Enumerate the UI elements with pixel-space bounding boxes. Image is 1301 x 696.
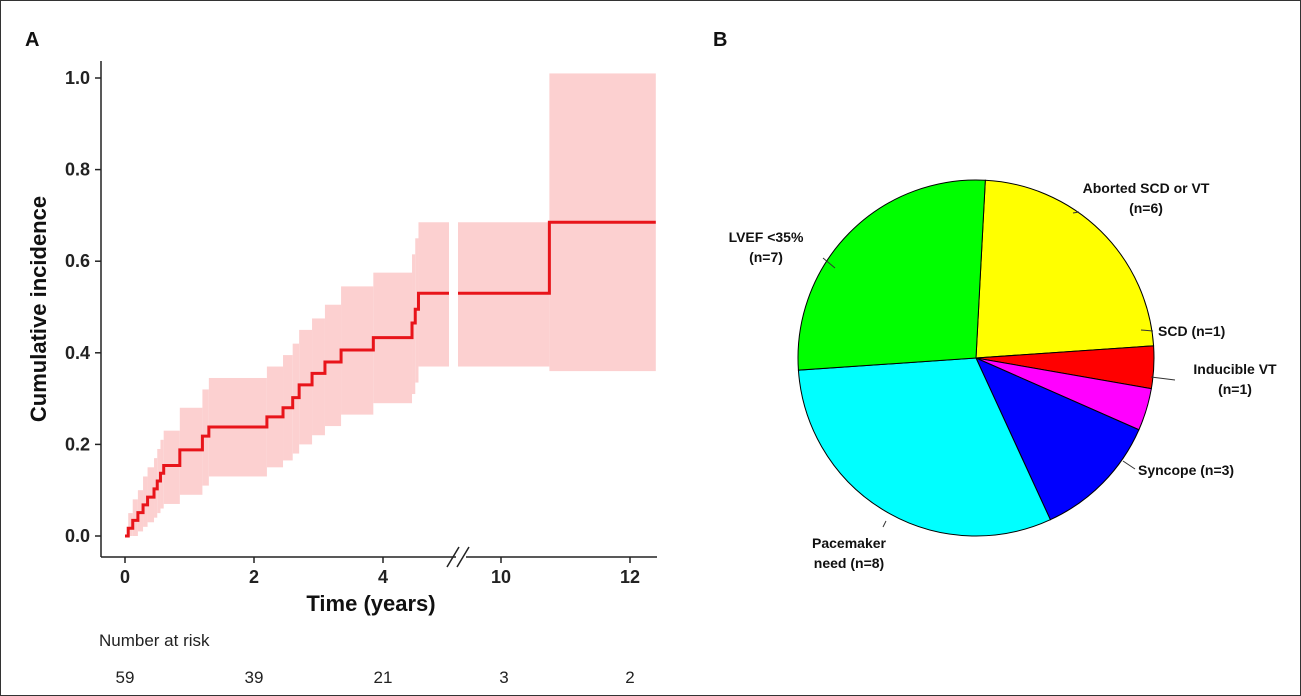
pie-slice-label-line: LVEF <35% [729,229,804,245]
x-tick-label: 12 [620,567,640,587]
pie-slice-label: Aborted SCD or VT (n=6) [1083,180,1210,216]
x-tick-label: 0 [120,567,130,587]
x-tick-label: 2 [249,567,259,587]
pie-label-leader [1140,329,1154,332]
y-tick-label: 0.8 [65,160,90,180]
pie-slice-label-line: Syncope (n=3) [1138,462,1234,478]
confidence-band-step [128,513,133,536]
y-tick-label: 0.4 [65,343,90,363]
pie-slice-label-line: Pacemaker [812,535,887,551]
confidence-band-step [137,490,144,532]
pie-label-leader [1072,211,1080,214]
panel-a-letter: A [25,29,39,51]
pie-slice-label-line: Aborted SCD or VT [1083,180,1210,196]
confidence-band-step [163,430,180,504]
pie-slice-label-line: SCD (n=1) [1158,323,1225,339]
pie-slice-label: Inducible VT (n=1) [1193,361,1277,397]
pie-label-leader [1122,460,1136,470]
cumulative-incidence-chart: 0.0 0.2 0.4 0.6 0.8 1.0 0 2 4 10 12 Time (years) Cum… [26,61,657,687]
y-tick-label: 0.2 [65,434,90,454]
risk-count: 2 [625,668,634,687]
pie-label-leader [882,520,887,528]
pie-slice [797,357,1052,537]
x-tick-label: 4 [378,567,388,587]
confidence-band-step [324,304,342,427]
pie-slice-label: Syncope (n=3) [1138,462,1234,478]
axis-break-mark [446,546,460,568]
pie-label-leader [1150,376,1176,381]
pie-slice-label-line: need (n=8) [814,555,884,571]
confidence-band-step [312,318,325,436]
confidence-band-step [132,499,138,536]
pie-slice-label: SCD (n=1) [1158,323,1225,339]
risk-count: 3 [499,668,508,687]
pie-slice-label-line: (n=1) [1218,381,1252,397]
incidence-curve [125,220,656,538]
panel-b-letter: B [713,29,727,51]
confidence-band-step [147,467,155,523]
x-axis-title: Time (years) [306,591,435,616]
pie-slice-label: LVEF <35% (n=7) [729,229,804,265]
y-tick-label: 1.0 [65,68,90,88]
x-tick-label: 10 [491,567,511,587]
risk-table-title: Number at risk [99,631,210,650]
endpoint-pie-chart: Aborted SCD or VT (n=6) SCD (n=1) Inducible… [729,179,1277,571]
pie-slice-label: Pacemaker need (n=8) [812,535,887,571]
axis-break-mark [456,546,470,568]
risk-count: 59 [116,668,135,687]
pie-slice-label-line: Inducible VT [1193,361,1277,377]
y-tick-label: 0.6 [65,251,90,271]
pie-slice [974,357,1140,521]
pie-slice-label-line: (n=7) [749,249,783,265]
confidence-band-step [143,476,148,527]
y-axis-title: Cumulative incidence [26,196,51,422]
pie-slice [797,179,986,371]
risk-count: 39 [245,668,264,687]
y-tick-label: 0.0 [65,526,90,546]
confidence-band-step [299,329,313,445]
pie-label-leader [822,257,836,269]
risk-count: 21 [374,668,393,687]
pie-slice [975,179,1155,359]
pie-slice-label-line: (n=6) [1129,200,1163,216]
